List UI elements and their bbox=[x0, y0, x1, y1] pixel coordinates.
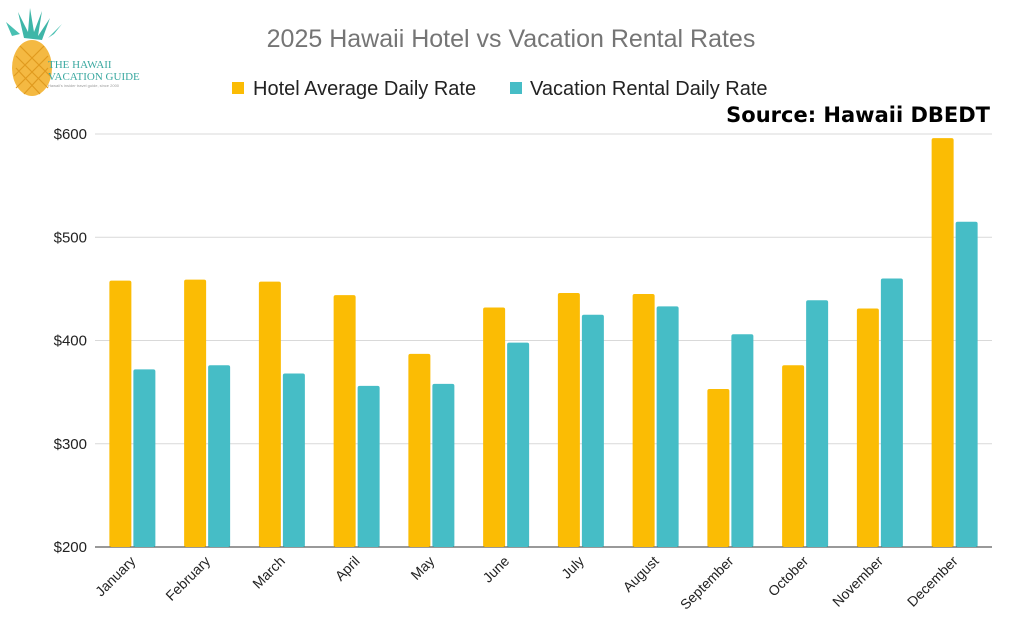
logo-line1: THE HAWAII bbox=[48, 59, 112, 71]
bar-hotel bbox=[782, 365, 805, 547]
bar-rental bbox=[955, 221, 978, 547]
y-tick-label: $600 bbox=[54, 126, 87, 143]
gridlines bbox=[95, 133, 992, 548]
x-tick-label: July bbox=[558, 553, 587, 582]
bar-hotel bbox=[184, 279, 207, 547]
bars bbox=[109, 138, 978, 547]
legend-swatch-rental bbox=[510, 82, 522, 94]
y-tick-label: $200 bbox=[54, 539, 87, 556]
bar-hotel bbox=[931, 138, 954, 547]
bar-hotel bbox=[408, 353, 431, 547]
x-tick-label: March bbox=[249, 553, 288, 592]
x-tick-label: May bbox=[407, 553, 437, 583]
source-note: Source: Hawaii DBEDT bbox=[726, 103, 990, 127]
bar-rental bbox=[357, 385, 380, 547]
bar-hotel bbox=[632, 294, 655, 547]
bar-hotel bbox=[707, 389, 730, 547]
bar-rental bbox=[656, 306, 679, 547]
bar-rental bbox=[432, 383, 455, 547]
y-tick-label: $500 bbox=[54, 229, 87, 246]
logo-line2: VACATION GUIDE bbox=[48, 71, 140, 83]
bar-hotel bbox=[557, 293, 580, 547]
x-axis-ticks: January February March April May June July Augu… bbox=[92, 553, 961, 613]
x-tick-label: November bbox=[829, 553, 886, 610]
bar-rental bbox=[880, 278, 903, 547]
y-tick-label: $400 bbox=[54, 333, 87, 350]
bar-rental bbox=[581, 314, 604, 547]
legend: Hotel Average Daily Rate Vacation Rental… bbox=[232, 78, 768, 100]
bar-hotel bbox=[258, 281, 281, 547]
x-tick-label: April bbox=[332, 553, 363, 584]
x-tick-label: September bbox=[677, 553, 737, 613]
bar-rental bbox=[208, 365, 231, 547]
pineapple-icon bbox=[6, 8, 62, 96]
legend-label-hotel: Hotel Average Daily Rate bbox=[253, 78, 476, 100]
y-tick-label: $300 bbox=[54, 436, 87, 453]
x-tick-label: January bbox=[92, 553, 139, 600]
x-tick-label: October bbox=[765, 553, 812, 600]
x-tick-label: August bbox=[620, 553, 662, 595]
hawaii-vacation-guide-logo: THE HAWAII VACATION GUIDE Hawaii's insid… bbox=[6, 8, 140, 96]
y-axis-ticks: $200 $300 $400 $500 $600 bbox=[54, 126, 87, 556]
bar-hotel bbox=[483, 307, 506, 547]
bar-hotel bbox=[109, 280, 132, 547]
bar-rental bbox=[731, 334, 754, 547]
bar-rental bbox=[282, 373, 305, 547]
bar-hotel bbox=[856, 308, 879, 547]
legend-swatch-hotel bbox=[232, 82, 244, 94]
legend-label-rental: Vacation Rental Daily Rate bbox=[530, 78, 768, 100]
bar-hotel bbox=[333, 295, 356, 547]
x-tick-label: June bbox=[479, 553, 512, 586]
bar-rental bbox=[133, 369, 156, 547]
bar-rental bbox=[806, 300, 829, 547]
chart-title: 2025 Hawaii Hotel vs Vacation Rental Rat… bbox=[267, 25, 756, 53]
x-tick-label: December bbox=[904, 553, 961, 610]
x-tick-label: February bbox=[162, 553, 213, 604]
bar-rental bbox=[507, 342, 530, 547]
logo-tagline: Hawaii's insider travel guide, since 200… bbox=[48, 83, 120, 88]
